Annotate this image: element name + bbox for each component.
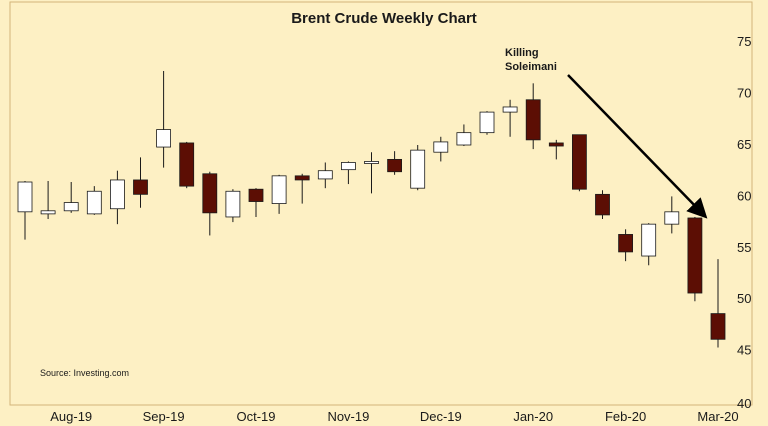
x-tick-label: Oct-19 [236, 409, 275, 424]
y-tick-label: 65 [737, 137, 751, 152]
annotation-text: Killing [505, 47, 539, 59]
source-note: Source: Investing.com [40, 368, 129, 378]
candle [179, 141, 195, 189]
candle [340, 161, 356, 185]
candle [294, 173, 310, 204]
candle-body-up [225, 190, 241, 218]
candle-body-down [387, 158, 403, 173]
x-tick-label: Nov-19 [327, 409, 369, 424]
candle-body-down [618, 234, 633, 253]
candle [156, 70, 172, 168]
candle-body-up [641, 223, 657, 257]
candle [664, 196, 680, 234]
candle [456, 124, 472, 147]
candle [364, 152, 379, 194]
candle [110, 170, 125, 225]
candle [63, 182, 79, 213]
candle [618, 229, 633, 262]
candle [410, 145, 426, 191]
candle [225, 189, 241, 223]
candle [86, 186, 102, 215]
candle-body-up [110, 179, 125, 210]
candle-body-down [248, 188, 264, 202]
x-tick-label: Dec-19 [420, 409, 462, 424]
candle-body-down [202, 173, 218, 214]
candle-body-down [525, 99, 541, 141]
candle-body-down [294, 175, 310, 181]
x-tick-label: Aug-19 [50, 409, 92, 424]
candle [525, 83, 541, 150]
candle-body-up [40, 210, 56, 215]
candle-body-up [86, 190, 102, 215]
candles-group [17, 70, 726, 348]
candle-body-up [479, 111, 495, 134]
candle [40, 180, 56, 220]
candle-body-up [502, 106, 518, 113]
y-axis: 45 50 55 60 65 70 75 40 [737, 34, 751, 411]
annotation-text: Soleimani [505, 61, 557, 73]
candle [548, 139, 564, 160]
plot-frame [9, 1, 753, 406]
candle [17, 180, 33, 240]
candle-body-down [548, 142, 564, 147]
candle [687, 216, 703, 302]
candle [641, 223, 657, 266]
candle-body-up [17, 181, 33, 213]
x-tick-label: Sep-19 [143, 409, 185, 424]
candle-body-up [456, 132, 472, 146]
candle-body-up [63, 202, 79, 212]
candle [479, 111, 495, 135]
candle-body-down [595, 193, 610, 216]
candle-body-up [364, 161, 379, 164]
candle [502, 99, 518, 137]
candle-body-up [317, 170, 333, 180]
candle-body-down [572, 134, 587, 190]
candle [595, 190, 610, 220]
x-axis: Aug-19 Sep-19 Oct-19 Nov-19 Dec-19 Jan-20 Feb-… [50, 409, 738, 424]
x-tick-label: Mar-20 [697, 409, 738, 424]
candle-body-up [433, 141, 449, 153]
candle-body-up [410, 149, 426, 189]
chart-title: Brent Crude Weekly Chart [291, 10, 477, 27]
annotation-group: Killing Soleimani [505, 47, 708, 219]
candle-body-up [340, 162, 356, 171]
y-tick-label: 40 [737, 396, 751, 411]
candle [248, 188, 264, 217]
annotation-arrow [567, 74, 708, 219]
candle-body-down [133, 179, 148, 195]
candle-body-up [271, 175, 287, 204]
candle-body-down [179, 142, 195, 187]
x-tick-label: Feb-20 [605, 409, 646, 424]
y-tick-label: 45 [737, 343, 751, 358]
y-tick-label: 75 [737, 34, 751, 49]
candle [387, 151, 403, 175]
candle-body-down [710, 313, 726, 340]
candle-body-up [664, 211, 680, 225]
x-tick-label: Jan-20 [513, 409, 553, 424]
candle [433, 136, 449, 162]
y-tick-label: 55 [737, 240, 751, 255]
candle [710, 259, 726, 348]
y-tick-label: 70 [737, 86, 751, 101]
candle [317, 162, 333, 189]
candle-body-up [156, 129, 172, 148]
y-tick-label: 60 [737, 188, 751, 203]
candle-body-down [687, 217, 703, 294]
y-tick-label: 50 [737, 291, 751, 306]
candle [202, 171, 218, 236]
candle [572, 134, 587, 192]
candle [133, 157, 148, 208]
candle [271, 174, 287, 214]
